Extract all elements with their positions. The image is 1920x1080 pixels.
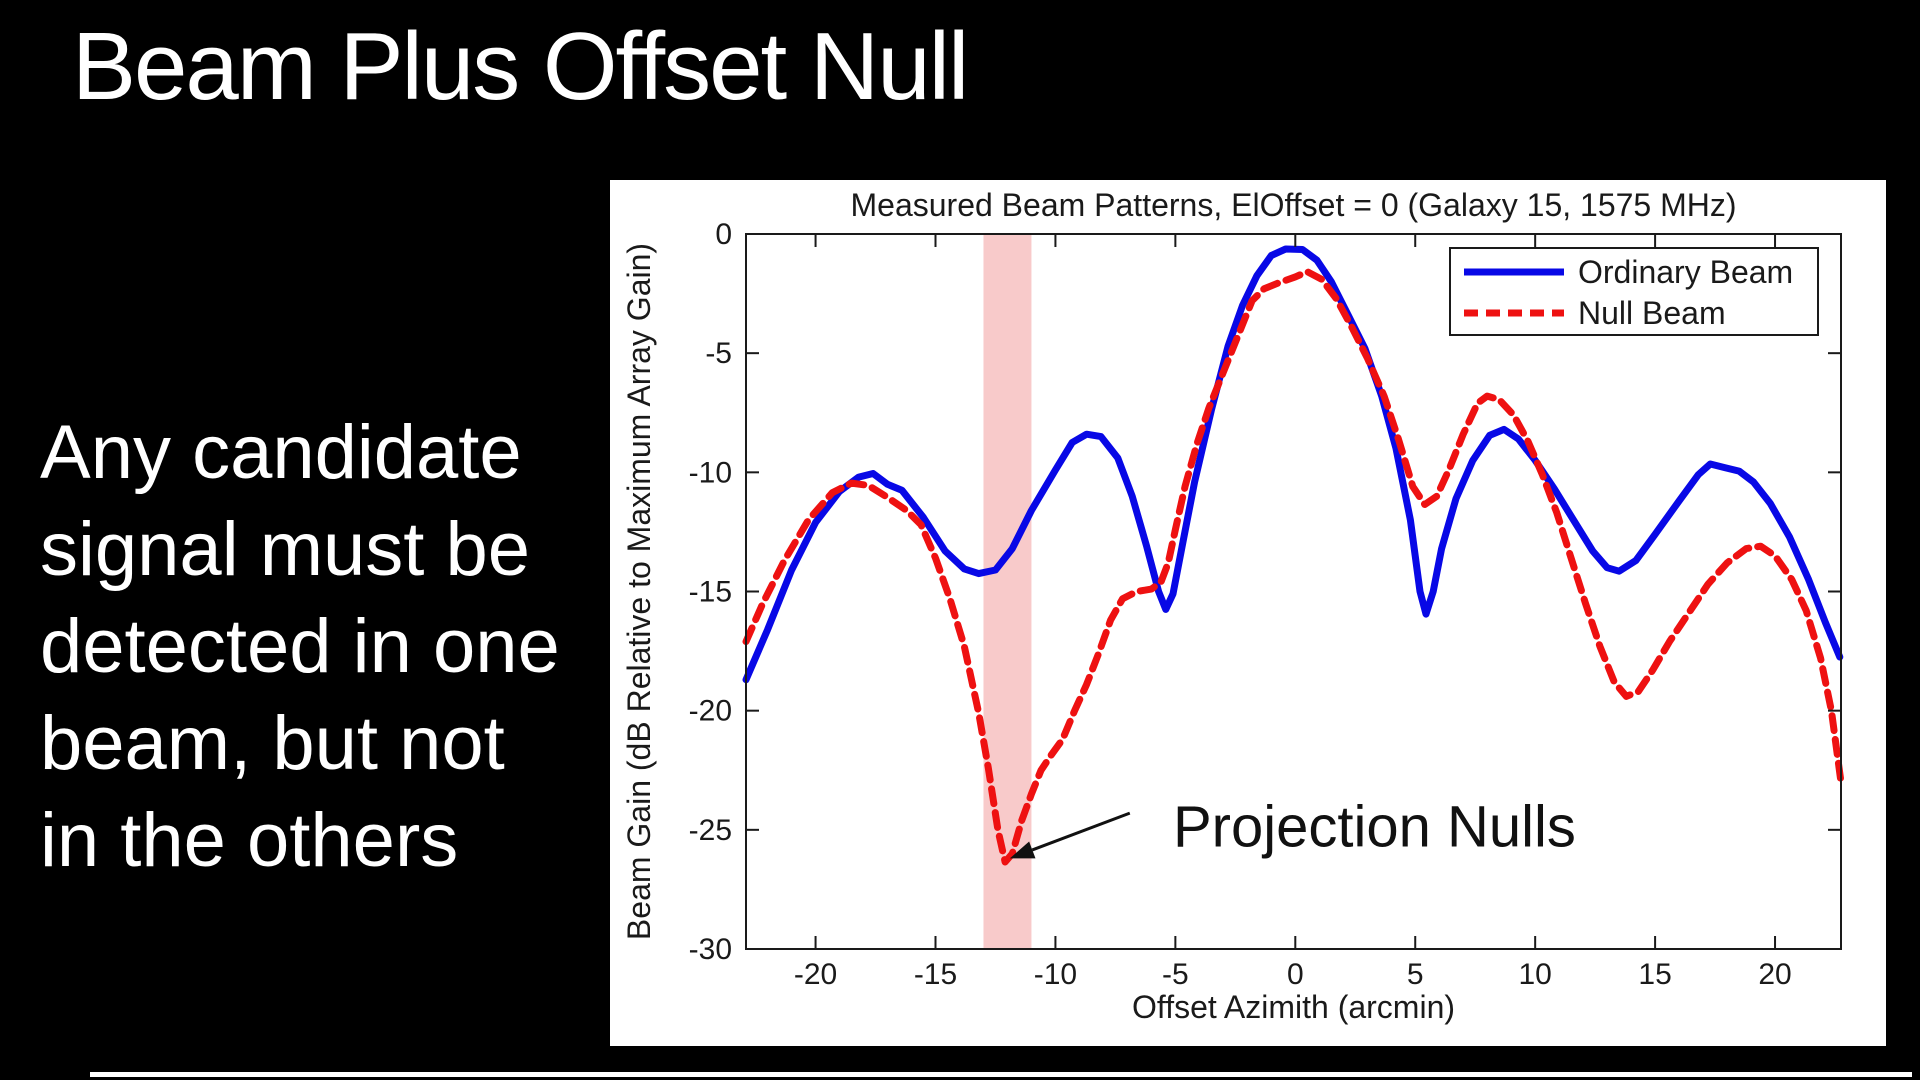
body-line: in the others (40, 798, 459, 883)
annotation-arrowhead (1009, 841, 1036, 859)
beam-pattern-chart-panel: -20 -15 -10 -5 0 5 10 15 20 0 -5 -10 -15 -20 -25 -30 Mea… (610, 180, 1886, 1046)
projection-null-highlight-band (983, 235, 1032, 948)
y-tick-label: -15 (689, 576, 732, 609)
body-line: Any candidate (40, 410, 522, 495)
x-tick-label: 15 (1638, 958, 1671, 991)
legend-box (1449, 247, 1819, 336)
chart-title: Measured Beam Patterns, ElOffset = 0 (Ga… (850, 187, 1736, 223)
y-tick-label: -10 (689, 456, 732, 489)
body-line: detected in one (40, 604, 560, 689)
x-tick-label: 10 (1518, 958, 1551, 991)
x-tick-label: -10 (1034, 958, 1077, 991)
x-tick-label: 0 (1287, 958, 1304, 991)
x-tick-label: 20 (1758, 958, 1791, 991)
body-line: beam, but not (40, 701, 505, 786)
y-tick-label: -30 (689, 933, 732, 966)
annotation-arrow-line (1031, 811, 1131, 852)
y-tick-label: -25 (689, 814, 732, 847)
x-tick-label: -5 (1162, 958, 1189, 991)
slide-body-text: Any candidate signal must be detected in… (40, 404, 560, 889)
beam-pattern-chart: -20 -15 -10 -5 0 5 10 15 20 0 -5 -10 -15 -20 -25 -30 Mea… (621, 187, 1845, 1025)
legend-label: Null Beam (1578, 295, 1726, 331)
body-line: signal must be (40, 507, 531, 592)
x-tick-label: -15 (914, 958, 957, 991)
y-axis-label: Beam Gain (dB Relative to Maximum Array … (621, 243, 657, 940)
annotation-text: Projection Nulls (1173, 795, 1576, 860)
slide-bottom-border (90, 1072, 1912, 1077)
x-axis-label: Offset Azimith (arcmin) (1132, 989, 1455, 1025)
y-tick-label: 0 (715, 218, 732, 251)
y-tick-label: -20 (689, 695, 732, 728)
x-tick-label: 5 (1407, 958, 1424, 991)
slide-title: Beam Plus Offset Null (72, 13, 969, 120)
y-tick-label: -5 (705, 337, 732, 370)
null-beam-curve (742, 268, 1845, 866)
ordinary-beam-curve (742, 245, 1844, 684)
legend-label: Ordinary Beam (1578, 254, 1793, 290)
x-tick-label: -20 (794, 958, 837, 991)
